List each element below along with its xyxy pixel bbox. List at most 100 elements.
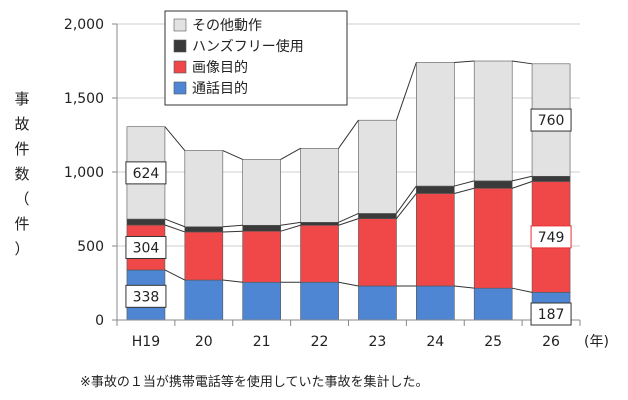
connector-line xyxy=(280,224,301,232)
legend-label: 画像目的 xyxy=(192,60,248,76)
connector-line xyxy=(222,150,243,160)
bar-segment xyxy=(300,281,339,321)
bar-segment xyxy=(531,175,571,182)
footnote: ※事故の１当が携帯電話等を使用していた事故を集計した。 xyxy=(80,375,429,390)
y-axis-label-char: （ xyxy=(14,190,29,208)
y-axis-label-char: 件 xyxy=(14,140,29,158)
legend-item: 画像目的 xyxy=(173,60,248,76)
y-tick-label: 1,500 xyxy=(64,91,104,107)
data-label-box xyxy=(530,225,572,249)
bar-segment xyxy=(300,222,339,226)
connector-line xyxy=(454,187,475,194)
bar-segment xyxy=(184,226,224,233)
connector-line xyxy=(512,180,533,189)
data-label-box xyxy=(530,108,572,132)
legend-label: 通話目的 xyxy=(192,80,248,97)
bar-segment xyxy=(300,148,339,223)
connector-line xyxy=(454,285,475,289)
bar-segment xyxy=(358,213,397,219)
connector-line xyxy=(512,175,533,182)
legend-label: ハンズフリー使用 xyxy=(192,38,304,55)
legend-swatch xyxy=(173,18,187,32)
connector-line xyxy=(512,60,533,65)
bar-segment xyxy=(300,224,339,283)
bar-segment xyxy=(473,180,513,189)
y-tick-label: 1,000 xyxy=(64,165,104,181)
axes xyxy=(112,23,581,326)
bar-segment xyxy=(242,230,281,283)
connector-line xyxy=(396,185,417,214)
x-tick-label: 23 xyxy=(369,334,387,350)
data-label: 304 xyxy=(125,235,167,259)
connector-line xyxy=(396,193,417,219)
bar-segment xyxy=(184,231,224,281)
connector-line xyxy=(280,221,301,226)
data-label-text: 749 xyxy=(538,230,565,246)
connector-line xyxy=(280,147,301,160)
bar-segment xyxy=(416,185,455,194)
connector-line xyxy=(222,230,243,233)
connector-line xyxy=(454,60,475,63)
data-label: 760 xyxy=(530,108,572,132)
legend-swatch xyxy=(173,60,187,74)
connector-line xyxy=(164,269,186,281)
legend-box xyxy=(164,10,348,106)
legend-label: その他動作 xyxy=(192,18,262,34)
y-tick-labels: 0 500 1,000 1,500 2,000 xyxy=(64,17,104,329)
y-axis-label-char: ） xyxy=(14,240,29,258)
y-tick-label: 0 xyxy=(95,313,104,329)
y-tick-label: 2,000 xyxy=(64,17,104,33)
legend-swatch xyxy=(173,81,187,95)
y-tick-label: 500 xyxy=(77,239,104,255)
connector-line xyxy=(395,62,417,121)
legend-item: その他動作 xyxy=(173,18,262,34)
x-tick-label: 20 xyxy=(195,334,213,350)
x-tick-label: 22 xyxy=(311,334,329,350)
legend-item: 通話目的 xyxy=(173,80,248,97)
data-labels: 624 304 338 760 749 187 xyxy=(125,108,572,326)
series-connector-lines xyxy=(164,60,533,293)
bar-segment xyxy=(473,60,513,182)
legend-swatch xyxy=(173,39,187,53)
x-tick-label: 21 xyxy=(253,334,271,350)
bar-segment xyxy=(126,218,166,226)
x-tick-label: 25 xyxy=(484,334,502,350)
connector-line xyxy=(454,180,475,187)
data-label-text: 338 xyxy=(133,289,160,305)
x-tick-label: 26 xyxy=(542,334,560,350)
y-axis-label-char: 事 xyxy=(14,90,29,108)
connector-line xyxy=(164,224,185,233)
data-label-text: 187 xyxy=(538,307,565,323)
bar-segment xyxy=(416,62,455,187)
connector-line xyxy=(164,218,185,228)
connector-line xyxy=(222,224,243,228)
connector-line xyxy=(338,119,359,149)
x-tick-label: H19 xyxy=(132,334,160,350)
data-label-box xyxy=(125,235,167,259)
bar-segment xyxy=(242,224,281,232)
data-label-box xyxy=(530,302,572,326)
data-label-box xyxy=(125,161,167,185)
connector-line xyxy=(338,218,359,226)
connector-line xyxy=(164,126,186,151)
bar-segment xyxy=(358,119,397,214)
data-label-text: 760 xyxy=(538,113,565,129)
bar-segment xyxy=(184,279,224,321)
bar-segment xyxy=(184,150,224,228)
data-label: 338 xyxy=(125,284,167,308)
bar-segment xyxy=(416,285,455,321)
connector-line xyxy=(338,212,359,223)
bar-segment xyxy=(473,287,513,321)
data-label: 749 xyxy=(530,225,572,249)
data-label: 624 xyxy=(125,161,167,185)
data-label-text: 624 xyxy=(133,166,160,182)
data-label: 187 xyxy=(530,302,572,326)
bar-segment xyxy=(358,218,397,287)
connector-line xyxy=(338,281,359,287)
data-label-box xyxy=(125,284,167,308)
bar-segment xyxy=(416,193,455,287)
x-tick-label: 24 xyxy=(426,334,444,350)
y-axis-label-char: 件 xyxy=(14,215,29,233)
